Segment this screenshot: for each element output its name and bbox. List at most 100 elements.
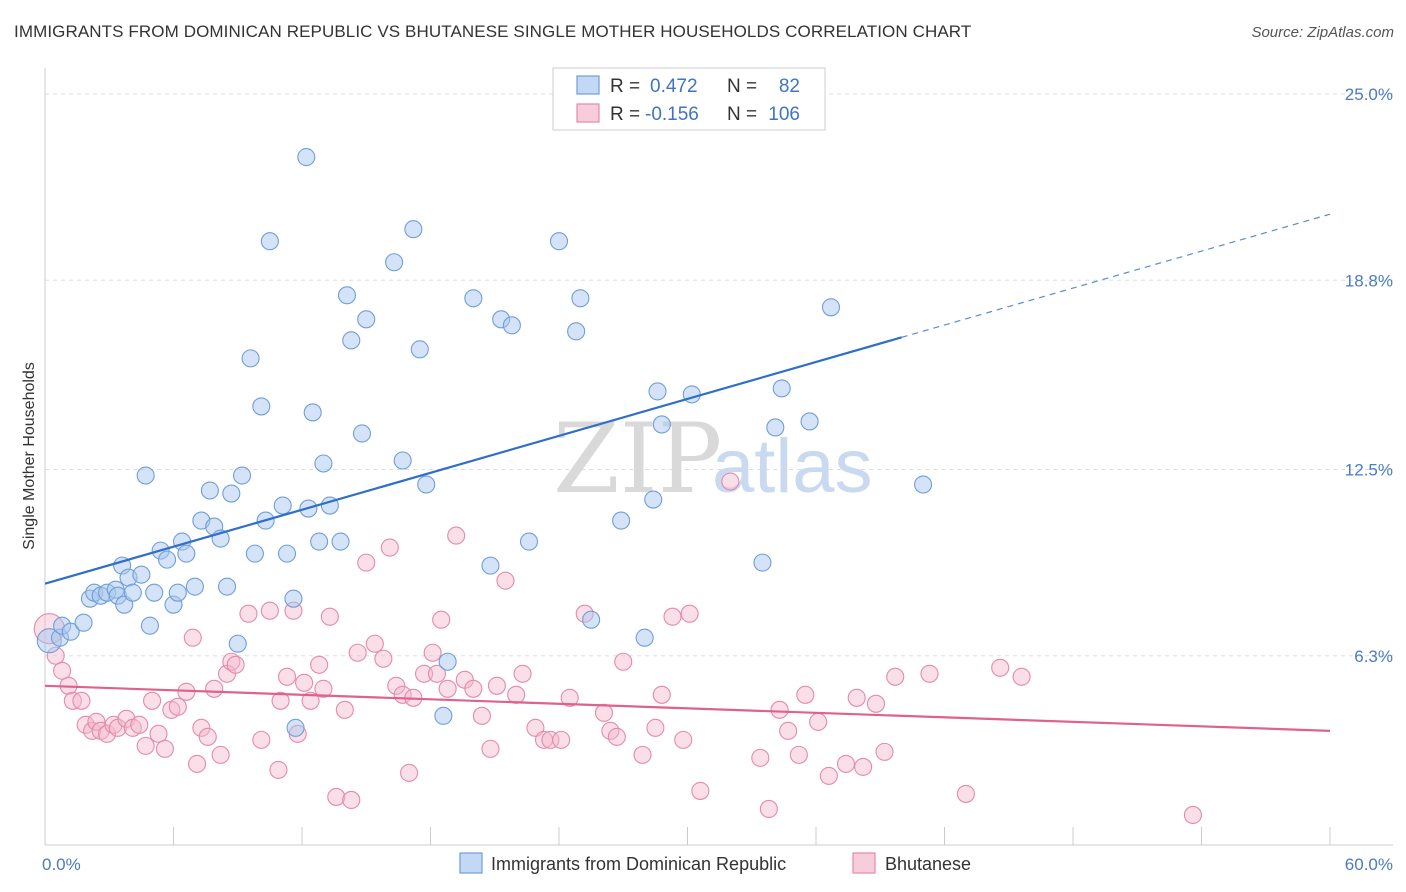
y-tick-label: 18.8% bbox=[1345, 271, 1393, 290]
bhutanese-point bbox=[447, 526, 466, 545]
bhutanese-point bbox=[271, 691, 290, 710]
x-tick-labels: 0.0% 60.0% bbox=[42, 855, 1393, 874]
dominican-point bbox=[342, 331, 361, 350]
watermark: ZIP atlas bbox=[553, 403, 873, 515]
bhutanese-point bbox=[348, 643, 367, 662]
bhutanese-point bbox=[310, 655, 329, 674]
dominican-point bbox=[337, 286, 357, 305]
bhutanese-point bbox=[198, 727, 217, 746]
trend-lines bbox=[44, 213, 1331, 732]
dominican-point bbox=[177, 544, 196, 563]
bhutanese-point bbox=[143, 691, 162, 710]
bhutanese-point bbox=[779, 721, 798, 740]
bhutanese-point bbox=[427, 664, 446, 683]
bhutanese-point bbox=[72, 691, 91, 710]
dominican-point bbox=[132, 565, 151, 584]
bhutanese-point bbox=[415, 664, 434, 683]
bhutanese-point bbox=[239, 604, 258, 623]
dominican-point bbox=[200, 481, 219, 500]
bhutanese-point bbox=[226, 655, 245, 674]
dominican-trend-line bbox=[44, 336, 902, 585]
dominican-trend-extension bbox=[901, 213, 1331, 338]
bhutanese-point bbox=[487, 676, 506, 695]
grid-lines bbox=[45, 93, 1393, 657]
dominican-point bbox=[519, 532, 539, 551]
legend-r-value-bhutanese: -0.156 bbox=[645, 104, 699, 125]
dominican-point bbox=[549, 232, 569, 251]
bhutanese-point bbox=[920, 664, 939, 683]
dominican-point bbox=[438, 652, 457, 671]
bhutanese-point bbox=[759, 799, 778, 819]
y-tick-label: 6.3% bbox=[1354, 647, 1393, 666]
dominican-point bbox=[140, 616, 159, 635]
dominican-point bbox=[286, 718, 305, 737]
dominican-point bbox=[648, 382, 667, 401]
bottom-legend-label-dominican: Immigrants from Dominican Republic bbox=[491, 854, 786, 874]
bhutanese-point bbox=[342, 790, 361, 809]
bhutanese-point bbox=[432, 610, 451, 629]
bhutanese-point bbox=[481, 739, 500, 758]
legend-swatch-dominican bbox=[576, 75, 600, 95]
legend-r-label: R = bbox=[610, 104, 640, 125]
dominican-point bbox=[314, 454, 333, 473]
y-tick-labels: 6.3% 12.5% 18.8% 25.0% bbox=[1345, 85, 1393, 666]
dominican-point bbox=[61, 622, 80, 641]
bhutanese-point bbox=[188, 754, 207, 773]
bhutanese-point bbox=[541, 730, 560, 749]
bhutanese-point bbox=[607, 727, 626, 746]
legend-swatch-bhutanese bbox=[576, 103, 600, 123]
bhutanese-point bbox=[87, 712, 106, 731]
bhutanese-point bbox=[809, 712, 828, 731]
dominican-point bbox=[582, 610, 601, 629]
bhutanese-point bbox=[652, 685, 671, 704]
dominican-point bbox=[481, 556, 500, 575]
dominican-point bbox=[228, 634, 247, 653]
bhutanese-point bbox=[854, 757, 873, 776]
dominican-point bbox=[310, 532, 329, 551]
bhutanese-point bbox=[464, 679, 483, 698]
dominican-point bbox=[393, 451, 412, 470]
bhutanese-point bbox=[956, 784, 975, 803]
bhutanese-point bbox=[663, 607, 682, 626]
dominican-point bbox=[136, 466, 155, 485]
dominican-point bbox=[464, 289, 483, 308]
bhutanese-point bbox=[866, 694, 886, 713]
dominican-point bbox=[123, 583, 142, 602]
bhutanese-point bbox=[513, 664, 532, 683]
dominican-point bbox=[766, 418, 785, 437]
dominican-point bbox=[252, 397, 271, 416]
bhutanese-point bbox=[614, 652, 633, 671]
watermark-atlas: atlas bbox=[712, 424, 873, 509]
dominican-point bbox=[753, 553, 772, 572]
bhutanese-point bbox=[560, 688, 579, 707]
y-axis-label: Single Mother Households bbox=[21, 362, 38, 550]
legend-r-label: R = bbox=[610, 76, 640, 97]
dominican-point bbox=[772, 379, 791, 398]
bhutanese-point bbox=[770, 700, 789, 719]
y-tick-label: 12.5% bbox=[1345, 461, 1393, 480]
bhutanese-point bbox=[552, 730, 571, 749]
bhutanese-point bbox=[260, 601, 279, 620]
bhutanese-point bbox=[836, 754, 856, 773]
dominican-point bbox=[145, 583, 164, 602]
bhutanese-point bbox=[496, 571, 515, 590]
axes bbox=[44, 68, 1393, 846]
bhutanese-point bbox=[357, 553, 376, 572]
bhutanese-point bbox=[301, 691, 320, 710]
bhutanese-point bbox=[374, 649, 393, 668]
bhutanese-point bbox=[1012, 667, 1031, 686]
dominican-point bbox=[357, 310, 376, 329]
dominican-point bbox=[158, 550, 177, 569]
bhutanese-point bbox=[472, 706, 491, 725]
dominican-point bbox=[404, 220, 423, 239]
bhutanese-point bbox=[796, 685, 815, 704]
legend-n-value-dominican: 82 bbox=[779, 76, 800, 97]
dominican-point bbox=[644, 490, 663, 509]
bhutanese-point bbox=[98, 724, 117, 743]
series-dominican-points bbox=[36, 148, 933, 737]
bhutanese-point bbox=[335, 700, 354, 719]
bhutanese-point bbox=[751, 748, 770, 767]
dominican-point bbox=[410, 340, 429, 359]
bottom-legend-swatch-bhutanese bbox=[852, 852, 876, 874]
